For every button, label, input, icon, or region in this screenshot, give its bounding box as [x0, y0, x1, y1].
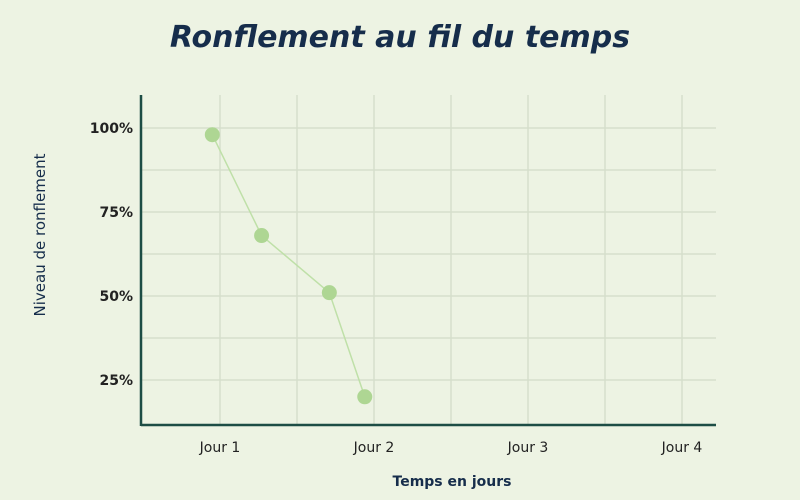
x-tick-label: Jour 2	[353, 440, 395, 456]
x-tick-label: Jour 3	[507, 440, 549, 456]
y-tick-label: 25%	[99, 373, 133, 389]
y-tick-label: 75%	[99, 205, 133, 221]
y-tick-label: 50%	[99, 289, 133, 305]
data-point	[204, 127, 220, 143]
grid	[141, 95, 716, 425]
data-point	[357, 389, 373, 405]
chart-title: Ronflement au fil du temps	[169, 20, 631, 55]
data-point	[254, 228, 270, 244]
y-tick-label: 100%	[90, 121, 133, 137]
series-line	[211, 134, 366, 398]
x-tick-label: Jour 1	[199, 440, 241, 456]
x-tick-label: Jour 4	[661, 440, 703, 456]
y-axis-label: Niveau de ronflement	[31, 153, 49, 316]
x-axis-label: Temps en jours	[393, 474, 512, 490]
data-point	[321, 285, 337, 301]
